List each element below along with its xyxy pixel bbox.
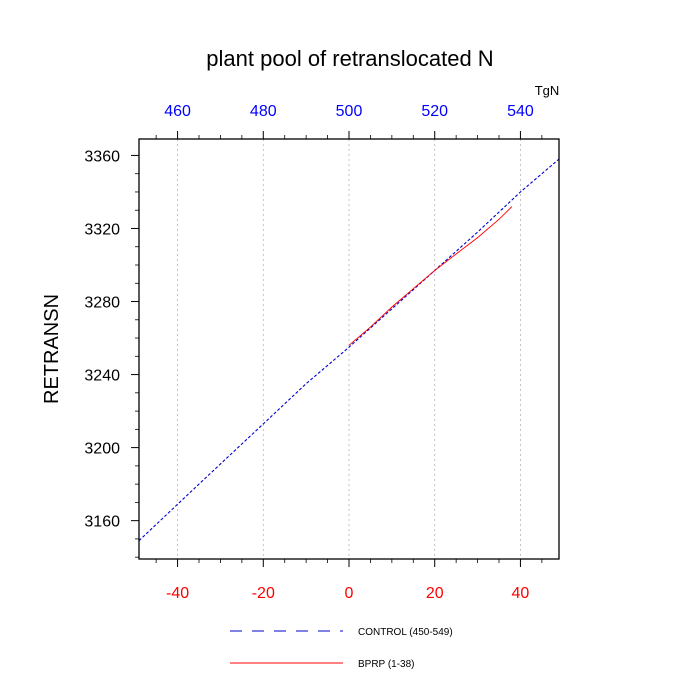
x-tick-label-top-0: 460 — [164, 103, 191, 120]
x-tick-label-top-1: 480 — [250, 103, 277, 120]
axis-ticks: -40 460 -20 480 0 500 20 520 40 540 3160 3200 3240 32… — [84, 103, 543, 602]
x-tick-label-top-2: 500 — [336, 103, 363, 120]
series-layer — [138, 158, 560, 542]
x-tick-label-bottom-4: 40 — [512, 585, 530, 602]
y-tick-label-4: 3320 — [84, 221, 120, 238]
x-tick-label-top-3: 520 — [421, 103, 448, 120]
x-tick-label-bottom-3: 20 — [426, 585, 444, 602]
y-tick-label-3: 3280 — [84, 295, 120, 312]
x-tick-label-bottom-1: -20 — [252, 585, 275, 602]
y-tick-label-2: 3240 — [84, 368, 120, 385]
y-tick-label-5: 3360 — [84, 148, 120, 165]
series-line-0 — [138, 158, 560, 542]
x-tick-label-top-4: 540 — [507, 103, 534, 120]
x-tick-label-bottom-2: 0 — [345, 585, 354, 602]
y-tick-label-0: 3160 — [84, 514, 120, 531]
y-tick-label-1: 3200 — [84, 441, 120, 458]
x-tick-label-bottom-0: -40 — [166, 585, 189, 602]
legend: CONTROL (450-549) BPRP (1-38) — [230, 627, 453, 670]
y-axis-label: RETRANSN — [41, 294, 63, 404]
chart-title: plant pool of retranslocated N — [206, 46, 493, 71]
legend-label-0: CONTROL (450-549) — [358, 627, 453, 638]
series-line-1 — [348, 206, 513, 346]
grid — [177, 139, 521, 559]
top-axis-units: TgN — [535, 83, 560, 98]
legend-label-1: BPRP (1-38) — [358, 659, 415, 670]
